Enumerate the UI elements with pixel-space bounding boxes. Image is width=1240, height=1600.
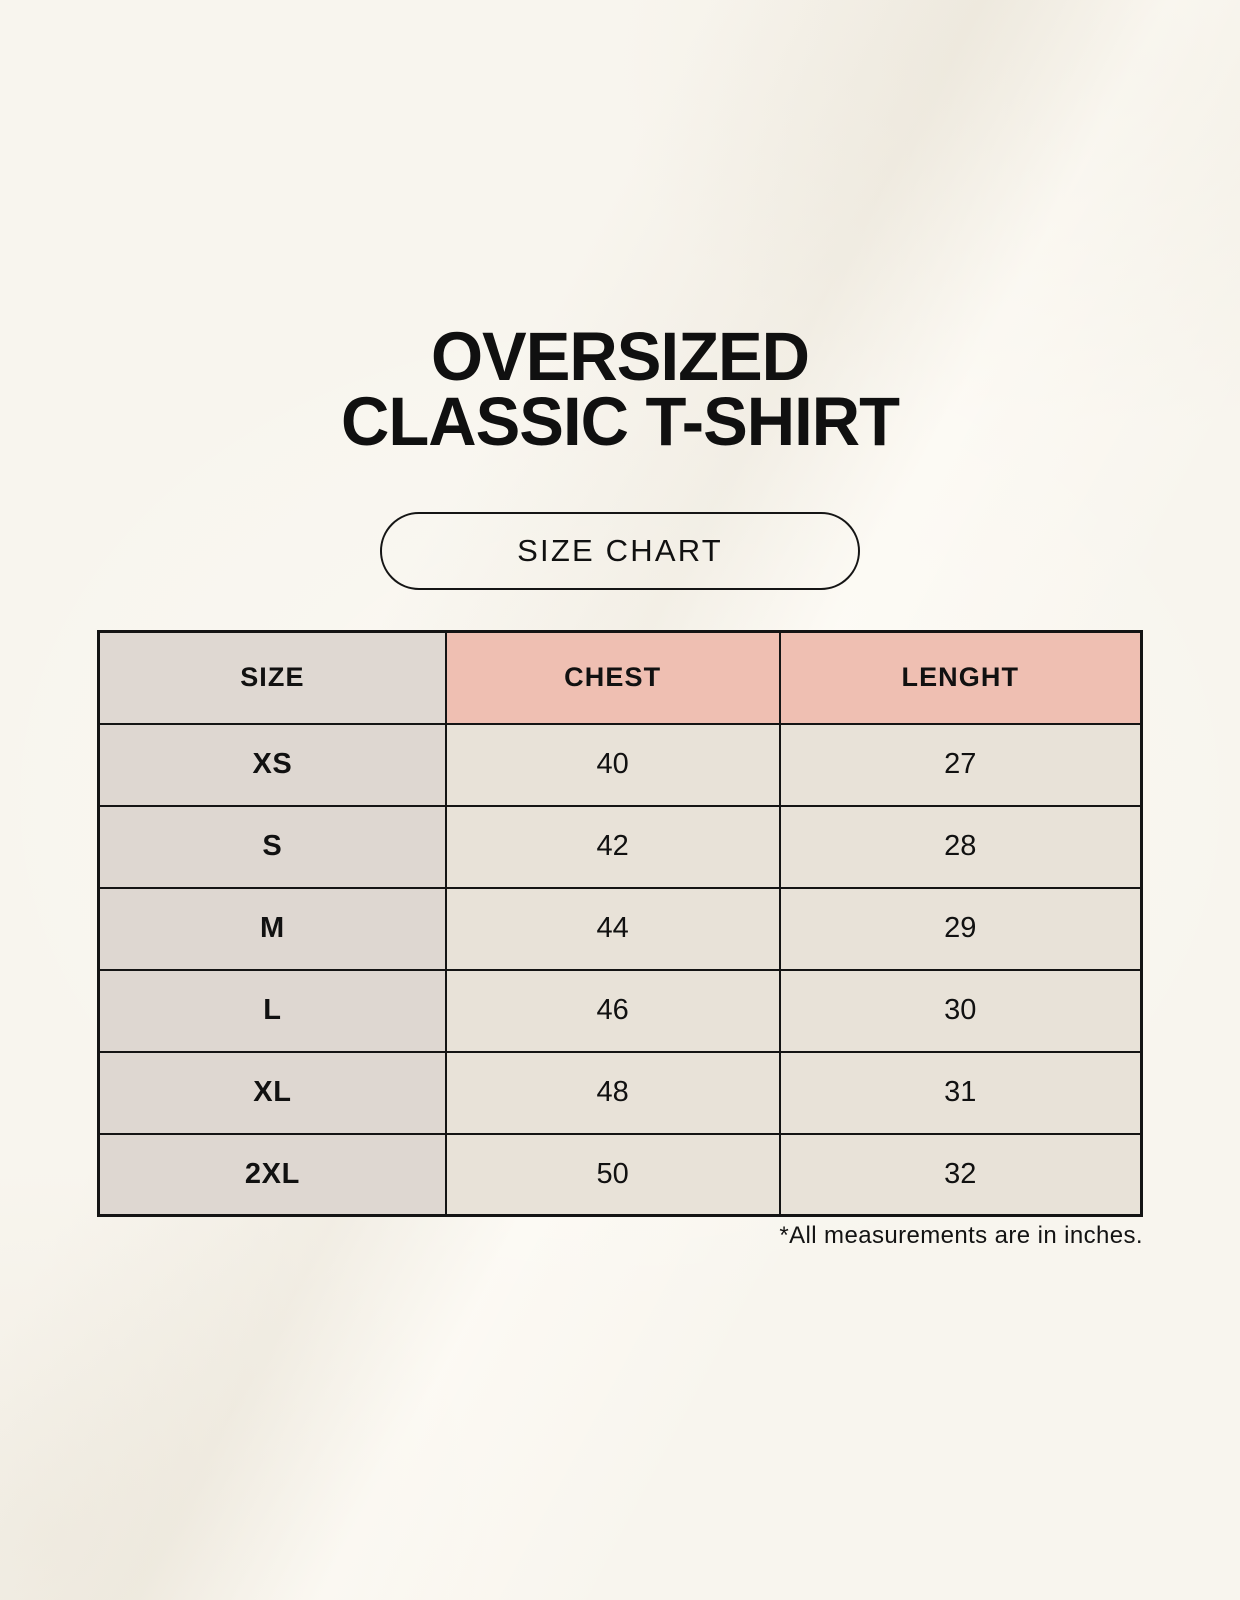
cell-size: XL	[97, 1050, 447, 1135]
size-table: SIZE CHEST LENGHT XS 40 27 S 42 28 M	[97, 630, 1143, 1217]
cell-length: 28	[778, 804, 1143, 889]
size-chart-badge-wrapper: SIZE CHART	[0, 512, 1240, 590]
cell-length: 31	[778, 1050, 1143, 1135]
cell-size: L	[97, 968, 447, 1053]
column-header-chest: CHEST	[444, 630, 781, 725]
cell-chest: 50	[444, 1132, 781, 1217]
cell-chest: 48	[444, 1050, 781, 1135]
table-row: XS 40 27	[97, 722, 1143, 807]
table-row: 2XL 50 32	[97, 1132, 1143, 1217]
size-table-head: SIZE CHEST LENGHT	[97, 630, 1143, 725]
cell-length: 29	[778, 886, 1143, 971]
column-header-length: LENGHT	[778, 630, 1143, 725]
cell-length: 32	[778, 1132, 1143, 1217]
cell-length: 27	[778, 722, 1143, 807]
table-header-row: SIZE CHEST LENGHT	[97, 630, 1143, 725]
cell-size: S	[97, 804, 447, 889]
table-row: M 44 29	[97, 886, 1143, 971]
cell-chest: 46	[444, 968, 781, 1053]
page-title-line-1: OVERSIZED	[430, 318, 810, 395]
size-table-wrapper: SIZE CHEST LENGHT XS 40 27 S 42 28 M	[97, 630, 1143, 1217]
page-title-line-2: CLASSIC T-SHIRT	[340, 383, 900, 460]
table-row: XL 48 31	[97, 1050, 1143, 1135]
cell-size: XS	[97, 722, 447, 807]
cell-chest: 44	[444, 886, 781, 971]
page-title: OVERSIZED CLASSIC T-SHIRT	[0, 318, 1240, 460]
column-header-size: SIZE	[97, 630, 447, 725]
cell-size: M	[97, 886, 447, 971]
size-chart-badge: SIZE CHART	[380, 512, 860, 590]
table-row: S 42 28	[97, 804, 1143, 889]
size-table-body: XS 40 27 S 42 28 M 44 29 L 46 30	[97, 722, 1143, 1217]
cell-chest: 40	[444, 722, 781, 807]
measurements-footnote: *All measurements are in inches.	[779, 1222, 1143, 1249]
cell-size: 2XL	[97, 1132, 447, 1217]
cell-chest: 42	[444, 804, 781, 889]
table-row: L 46 30	[97, 968, 1143, 1053]
cell-length: 30	[778, 968, 1143, 1053]
